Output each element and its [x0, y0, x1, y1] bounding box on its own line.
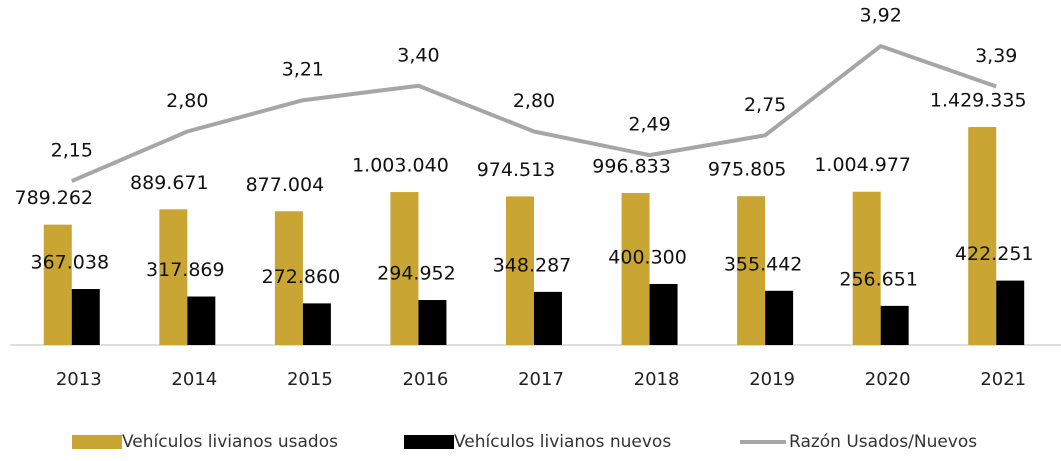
- legend-swatch: [404, 435, 454, 449]
- bar: [506, 196, 534, 345]
- bar: [274, 211, 303, 345]
- bar: [968, 127, 997, 345]
- line-value-label: 3,21: [282, 59, 324, 81]
- bar: [390, 192, 419, 345]
- line-value-label: 3,92: [860, 5, 902, 27]
- bar-value-label: 355.442: [724, 253, 803, 275]
- line-value-label: 2,80: [513, 90, 555, 112]
- bar-value-label: 975.805: [708, 159, 787, 181]
- bar-value-label: 789.262: [14, 187, 93, 209]
- bar: [302, 303, 331, 345]
- bar: [187, 296, 216, 345]
- x-tick-label: 2021: [980, 369, 1026, 390]
- line-value-label: 2,80: [166, 90, 208, 112]
- bar: [737, 196, 766, 345]
- x-tick-label: 2017: [518, 369, 564, 390]
- x-tick-label: 2016: [403, 369, 449, 390]
- bar: [71, 289, 100, 345]
- line-value-label: 2,75: [744, 94, 786, 116]
- bar: [649, 283, 678, 345]
- bar: [852, 191, 881, 345]
- bar-value-label: 422.251: [955, 243, 1034, 265]
- legend-label: Vehículos livianos usados: [122, 432, 338, 452]
- line-value-label: 3,40: [397, 44, 439, 66]
- bar: [765, 290, 794, 345]
- bar-value-label: 1.003.040: [352, 155, 449, 177]
- line-value-label: 2,15: [51, 140, 93, 162]
- x-tick-label: 2015: [287, 369, 333, 390]
- bar-value-label: 272.860: [262, 266, 341, 288]
- bar-value-label: 877.004: [246, 174, 325, 196]
- x-tick-label: 2014: [171, 369, 217, 390]
- x-tick-label: 2013: [56, 369, 102, 390]
- bar-value-label: 348.287: [493, 254, 572, 276]
- bar: [534, 291, 562, 345]
- x-tick-label: 2018: [634, 369, 680, 390]
- bar-value-label: 996.833: [592, 155, 671, 177]
- bar: [418, 300, 447, 345]
- x-tick-label: 2019: [749, 369, 795, 390]
- bar: [43, 224, 72, 345]
- bar: [880, 305, 909, 345]
- bar: [621, 192, 650, 345]
- x-tick-label: 2020: [865, 369, 911, 390]
- bar-value-label: 294.952: [377, 263, 456, 285]
- bar-value-label: 400.300: [608, 246, 687, 268]
- bar-value-label: 889.671: [130, 172, 209, 194]
- bar-value-label: 256.651: [839, 268, 918, 290]
- bar-value-label: 1.429.335: [930, 90, 1027, 112]
- ratio-line: [70, 44, 997, 183]
- legend-swatch: [72, 435, 122, 449]
- bar-value-label: 1.004.977: [814, 154, 911, 176]
- bar: [159, 209, 188, 345]
- line-value-label: 3,39: [975, 45, 1017, 67]
- bar-value-label: 974.513: [477, 159, 556, 181]
- legend-label: Vehículos livianos nuevos: [454, 432, 671, 452]
- bar: [996, 280, 1025, 345]
- legend-label: Razón Usados/Nuevos: [789, 432, 977, 452]
- line-value-label: 2,49: [628, 114, 670, 136]
- bar-value-label: 367.038: [30, 252, 109, 274]
- bar-value-label: 317.869: [146, 259, 225, 281]
